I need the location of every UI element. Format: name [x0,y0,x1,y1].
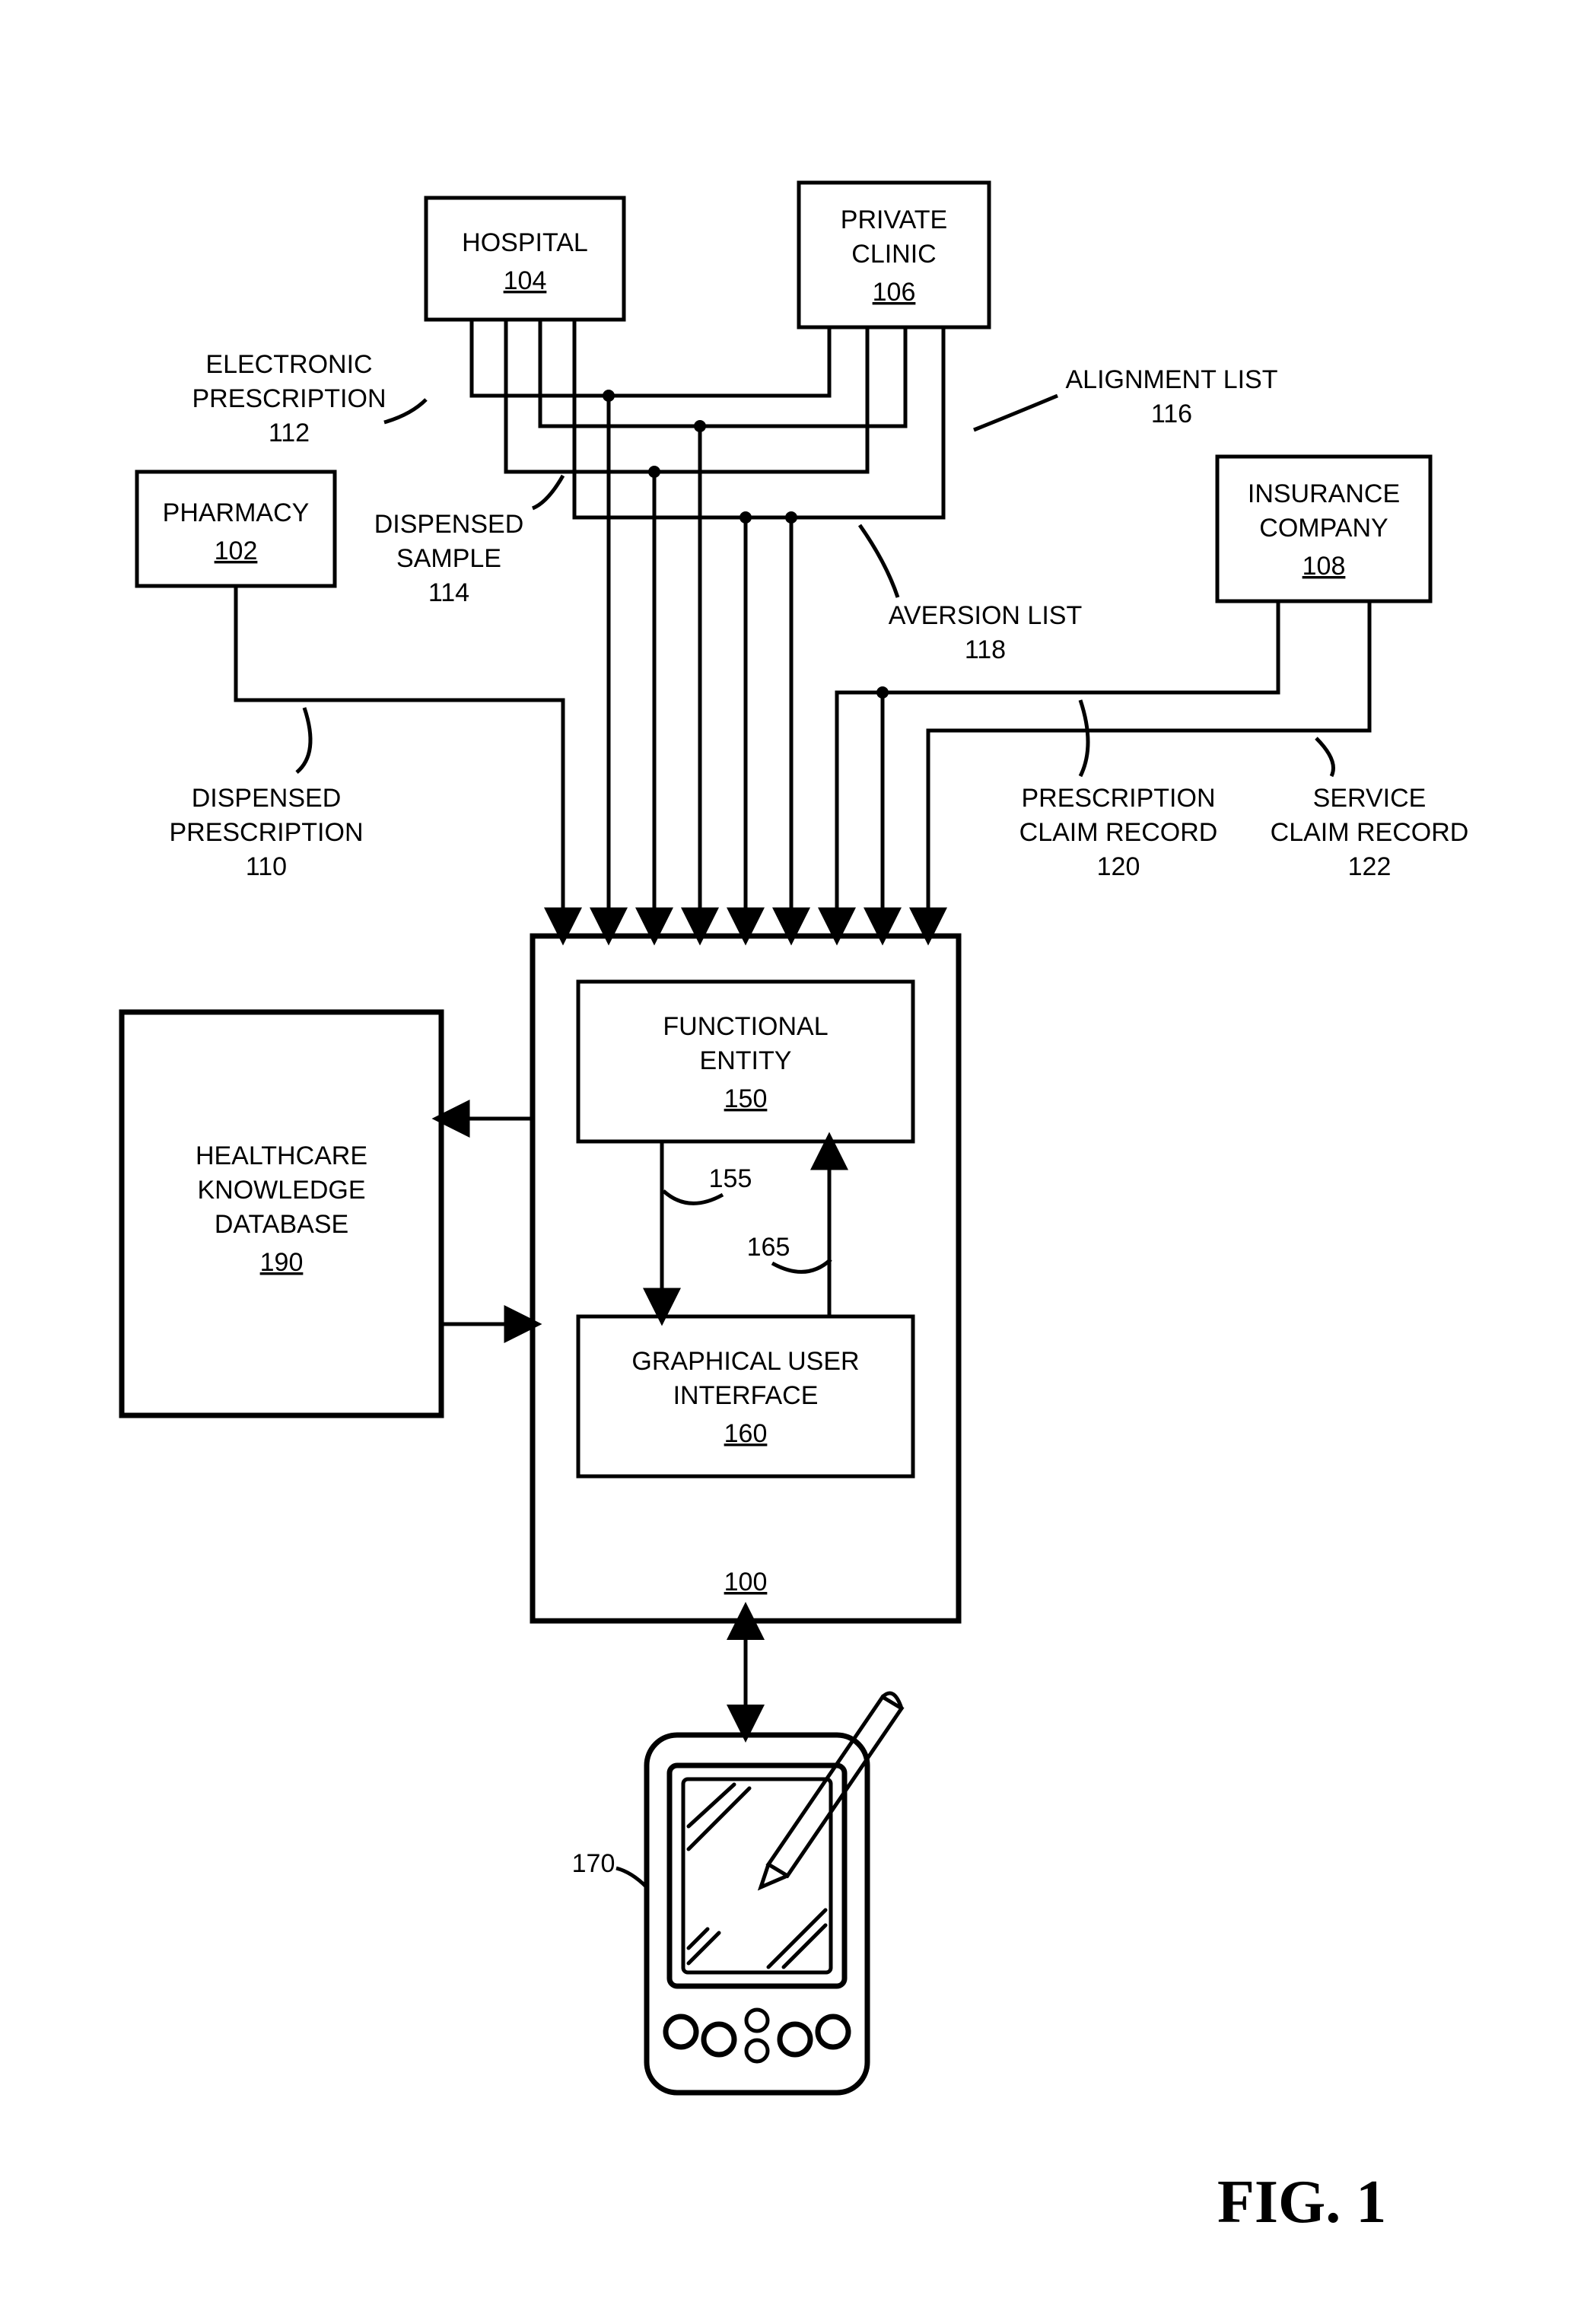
svg-text:PRESCRIPTION: PRESCRIPTION [1021,784,1215,813]
electronic-prescription-label: ELECTRONIC PRESCRIPTION 112 [192,350,386,447]
svg-text:116: 116 [1151,400,1192,428]
svg-text:ENTITY: ENTITY [700,1046,792,1075]
svg-text:HEALTHCARE: HEALTHCARE [196,1141,367,1170]
svg-text:DATABASE: DATABASE [215,1210,348,1239]
svg-text:AVERSION LIST: AVERSION LIST [889,601,1082,630]
svg-text:110: 110 [246,852,287,881]
prescription-claim-label: PRESCRIPTION CLAIM RECORD 120 [1019,784,1218,881]
svg-text:150: 150 [724,1084,768,1113]
aversion-list-label: AVERSION LIST 118 [889,601,1082,664]
figure-label: FIG. 1 [1217,2169,1386,2236]
system-ref: 100 [724,1568,768,1597]
clinic-label2: CLINIC [851,240,936,269]
pharmacy-ref: 102 [215,536,258,565]
clinic-box: PRIVATE CLINIC 106 [799,183,989,327]
label-165: 165 [747,1233,790,1262]
insurance-ref: 108 [1303,552,1346,581]
svg-text:114: 114 [428,578,469,607]
svg-text:FUNCTIONAL: FUNCTIONAL [663,1012,828,1041]
service-claim-label: SERVICE CLAIM RECORD 122 [1271,784,1469,881]
svg-text:PRESCRIPTION: PRESCRIPTION [192,384,386,413]
leader-170 [616,1868,647,1887]
alignment-list-label: ALIGNMENT LIST 116 [1066,365,1278,428]
insurance-box: INSURANCE COMPANY 108 [1217,457,1430,601]
hospital-label: HOSPITAL [462,228,588,257]
svg-text:GRAPHICAL USER: GRAPHICAL USER [631,1347,859,1376]
clinic-ref: 106 [873,278,916,307]
hospital-box: HOSPITAL 104 [426,198,624,320]
hospital-ref: 104 [504,266,547,295]
svg-text:120: 120 [1097,852,1140,881]
svg-text:PRESCRIPTION: PRESCRIPTION [169,818,363,847]
patent-figure-1: HOSPITAL 104 PRIVATE CLINIC 106 PHARMACY… [0,0,1584,2324]
svg-text:118: 118 [965,635,1006,664]
svg-text:DISPENSED: DISPENSED [374,510,524,539]
functional-entity-box: FUNCTIONAL ENTITY 150 [578,982,913,1141]
dispensed-sample-label: DISPENSED SAMPLE 114 [374,510,524,607]
dispensed-prescription-label: DISPENSED PRESCRIPTION 110 [169,784,363,881]
svg-text:KNOWLEDGE: KNOWLEDGE [197,1176,365,1205]
pharmacy-box: PHARMACY 102 [137,472,335,586]
insurance-label1: INSURANCE [1248,479,1400,508]
clinic-label1: PRIVATE [841,205,947,234]
svg-text:112: 112 [269,419,310,447]
svg-text:SERVICE: SERVICE [1313,784,1427,813]
pda-ref: 170 [572,1849,615,1878]
insurance-label2: COMPANY [1259,514,1388,543]
svg-text:INTERFACE: INTERFACE [673,1381,819,1410]
svg-text:SAMPLE: SAMPLE [396,544,501,573]
label-155: 155 [709,1164,752,1193]
svg-text:CLAIM RECORD: CLAIM RECORD [1019,818,1218,847]
hkdb-box: HEALTHCARE KNOWLEDGE DATABASE 190 [122,1012,441,1415]
svg-text:160: 160 [724,1419,768,1448]
svg-text:ALIGNMENT LIST: ALIGNMENT LIST [1066,365,1278,394]
pda-device [647,1693,902,2093]
svg-text:ELECTRONIC: ELECTRONIC [205,350,372,379]
gui-box: GRAPHICAL USER INTERFACE 160 [578,1316,913,1476]
svg-text:DISPENSED: DISPENSED [192,784,342,813]
svg-text:CLAIM RECORD: CLAIM RECORD [1271,818,1469,847]
svg-text:190: 190 [260,1248,304,1277]
pharmacy-label: PHARMACY [163,498,310,527]
svg-text:122: 122 [1348,852,1392,881]
